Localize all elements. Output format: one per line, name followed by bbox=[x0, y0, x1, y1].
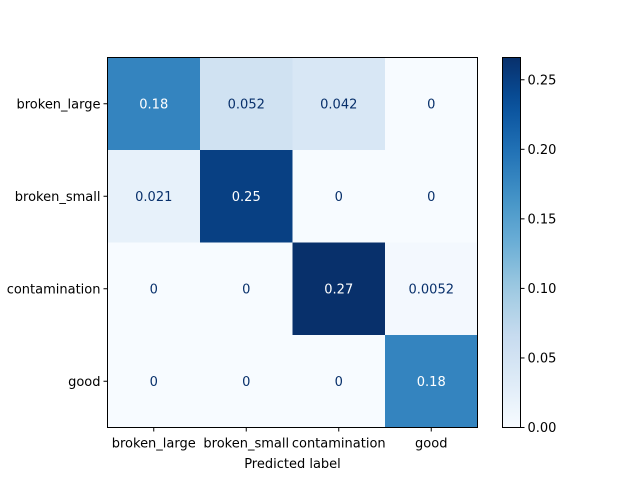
heatmap-cell bbox=[292, 150, 386, 243]
cell-value-label: 0 bbox=[335, 375, 343, 390]
heatmap-cell bbox=[292, 242, 386, 336]
x-tick-label: good bbox=[415, 437, 447, 452]
x-axis-ticks: broken_large broken_small contamination goo… bbox=[112, 427, 447, 452]
cell-value-label: 0.052 bbox=[228, 97, 265, 112]
heatmap-cell bbox=[385, 150, 478, 243]
heatmap-cell bbox=[107, 57, 201, 151]
cell-value-label: 0.0052 bbox=[409, 282, 455, 297]
colorbar-ticks: 0.00 0.05 0.10 0.15 0.20 0.25 bbox=[520, 73, 557, 436]
heatmap-cells bbox=[107, 57, 478, 428]
cell-value-label: 0.18 bbox=[417, 375, 446, 390]
cell-value-labels: 0.18 0.052 0.042 0 0.021 0.25 0 0 0 0 0.27 0.0052 0 0… bbox=[135, 97, 454, 390]
x-tick-label: broken_large bbox=[112, 437, 196, 452]
colorbar-tick-label: 0.00 bbox=[528, 421, 557, 436]
colorbar-tick-label: 0.20 bbox=[528, 143, 557, 158]
heatmap-cell bbox=[385, 57, 478, 151]
cell-value-label: 0 bbox=[335, 190, 343, 205]
cell-value-label: 0.25 bbox=[232, 190, 261, 205]
heatmap-cell bbox=[200, 242, 293, 336]
cell-value-label: 0 bbox=[427, 97, 435, 112]
y-tick-label: broken_large bbox=[16, 97, 100, 112]
y-tick-label: contamination bbox=[7, 282, 101, 297]
x-tick-label: broken_small bbox=[203, 437, 289, 452]
heatmap-cell bbox=[107, 335, 201, 428]
heatmap-cell bbox=[385, 242, 478, 336]
cell-value-label: 0.18 bbox=[139, 97, 168, 112]
colorbar bbox=[502, 57, 521, 428]
heatmap-cell bbox=[200, 150, 293, 243]
cell-value-label: 0.27 bbox=[324, 282, 353, 297]
plot-frame bbox=[107, 57, 478, 428]
heatmap-cell bbox=[292, 335, 386, 428]
x-axis-label: Predicted label bbox=[244, 457, 341, 472]
colorbar-tick-label: 0.15 bbox=[528, 212, 557, 227]
cell-value-label: 0 bbox=[242, 375, 250, 390]
heatmap-cell bbox=[292, 57, 386, 151]
cell-value-label: 0.021 bbox=[135, 190, 172, 205]
cell-value-label: 0 bbox=[150, 375, 158, 390]
y-tick-label: broken_small bbox=[15, 190, 101, 205]
x-tick-label: contamination bbox=[292, 437, 386, 452]
heatmap-cell bbox=[200, 57, 293, 151]
y-tick-label: good bbox=[68, 375, 100, 390]
cell-value-label: 0 bbox=[242, 282, 250, 297]
heatmap-cell bbox=[107, 150, 201, 243]
colorbar-tick-label: 0.25 bbox=[528, 73, 557, 88]
heatmap-cell bbox=[107, 242, 201, 336]
cell-value-label: 0.042 bbox=[320, 97, 357, 112]
heatmap-cell bbox=[200, 335, 293, 428]
colorbar-tick-label: 0.05 bbox=[528, 351, 557, 366]
colorbar-tick-label: 0.10 bbox=[528, 282, 557, 297]
heatmap-cell bbox=[385, 335, 478, 428]
cell-value-label: 0 bbox=[427, 190, 435, 205]
y-axis-ticks: broken_large broken_small contamination goo… bbox=[7, 97, 108, 390]
cell-value-label: 0 bbox=[150, 282, 158, 297]
